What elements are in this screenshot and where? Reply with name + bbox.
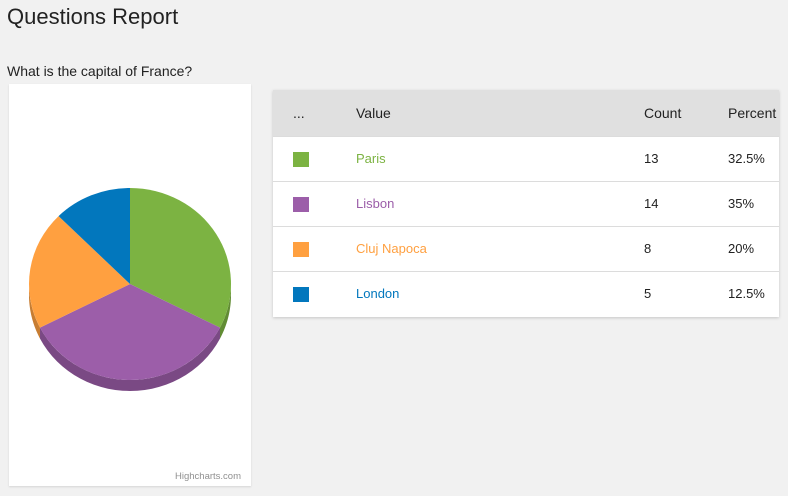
row-percent: 35%: [728, 196, 755, 211]
page-title: Questions Report: [7, 4, 179, 29]
row-percent: 20%: [728, 241, 755, 256]
header-count[interactable]: Count: [644, 104, 682, 121]
results-table-card: ... Value Count Percent Paris 13 32.5% L…: [273, 90, 779, 317]
row-count: 5: [644, 286, 652, 302]
color-swatch: [293, 196, 309, 212]
pie-slice-paris[interactable]: [130, 188, 231, 328]
pie-slice-side-paris[interactable]: [219, 284, 231, 339]
header-percent[interactable]: Percent: [728, 104, 777, 121]
row-count: 13: [644, 151, 659, 166]
pie-slice-side-lisbon[interactable]: [40, 327, 220, 391]
header-value[interactable]: Value: [356, 104, 391, 121]
pie-slice-london[interactable]: [58, 188, 130, 284]
header-swatch[interactable]: ...: [293, 104, 305, 121]
row-value: London: [356, 286, 400, 302]
pie-chart: Highcharts.com: [9, 84, 251, 486]
color-swatch: [293, 151, 309, 167]
table-header-row: ... Value Count Percent: [273, 90, 779, 136]
row-percent: 12.5%: [728, 286, 765, 302]
table-row: Lisbon 14 35%: [273, 181, 779, 226]
table-row: Cluj Napoca 8 20%: [273, 226, 779, 271]
pie-chart-svg: [29, 188, 231, 391]
color-swatch: [293, 286, 309, 302]
row-count: 8: [644, 241, 652, 256]
results-table: ... Value Count Percent Paris 13 32.5% L…: [273, 90, 779, 316]
color-swatch: [293, 241, 309, 257]
row-value: Lisbon: [356, 196, 395, 211]
pie-slice-lisbon[interactable]: [40, 284, 220, 380]
pie-slice-cluj-napoca[interactable]: [29, 216, 130, 328]
highcharts-credits[interactable]: Highcharts.com: [175, 471, 241, 482]
table-row: Paris 13 32.5%: [273, 136, 779, 181]
pie-slice-side-cluj-napoca[interactable]: [29, 284, 41, 339]
row-count: 14: [644, 196, 659, 211]
row-percent: 32.5%: [728, 151, 765, 166]
row-value: Paris: [356, 151, 386, 166]
row-value: Cluj Napoca: [356, 241, 427, 256]
question-text: What is the capital of France?: [7, 63, 193, 79]
table-row: London 5 12.5%: [273, 271, 779, 316]
